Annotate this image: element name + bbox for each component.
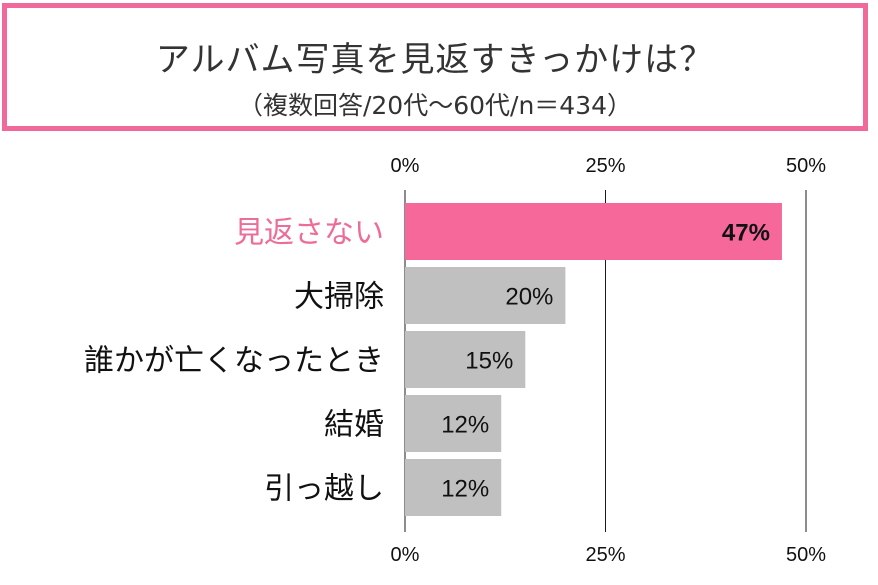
value-label-1: 47%: [722, 220, 770, 247]
title-frame: アルバム写真を見返すきっかけは？ （複数回答/20代〜60代/n＝434）: [2, 3, 868, 131]
bar-2: [405, 267, 566, 324]
value-label-2: 20%: [505, 284, 553, 311]
chart-subtitle: （複数回答/20代〜60代/n＝434）: [237, 91, 633, 120]
tick-label-bottom-0: 0%: [391, 544, 420, 566]
tick-label-top-25: 25%: [585, 155, 625, 177]
category-label-5: 引っ越し: [264, 472, 384, 507]
value-label-3: 15%: [465, 348, 513, 375]
tick-label-bottom-25: 25%: [585, 544, 625, 566]
tick-label-bottom-50: 50%: [786, 544, 826, 566]
tick-label-top-0: 0%: [391, 155, 420, 177]
category-label-1: 見返さない: [234, 216, 384, 251]
bar-3: [405, 331, 526, 388]
value-label-5: 12%: [441, 476, 489, 503]
value-label-4: 12%: [441, 412, 489, 439]
category-label-3: 誰かが亡くなったとき: [84, 344, 384, 379]
bar-1: [405, 203, 782, 260]
chart-title: アルバム写真を見返すきっかけは？: [155, 40, 715, 80]
category-label-4: 結婚: [324, 408, 384, 443]
bar-4: [405, 395, 502, 452]
bar-5: [405, 459, 502, 516]
category-label-2: 大掃除: [294, 280, 384, 315]
tick-label-top-50: 50%: [786, 155, 826, 177]
